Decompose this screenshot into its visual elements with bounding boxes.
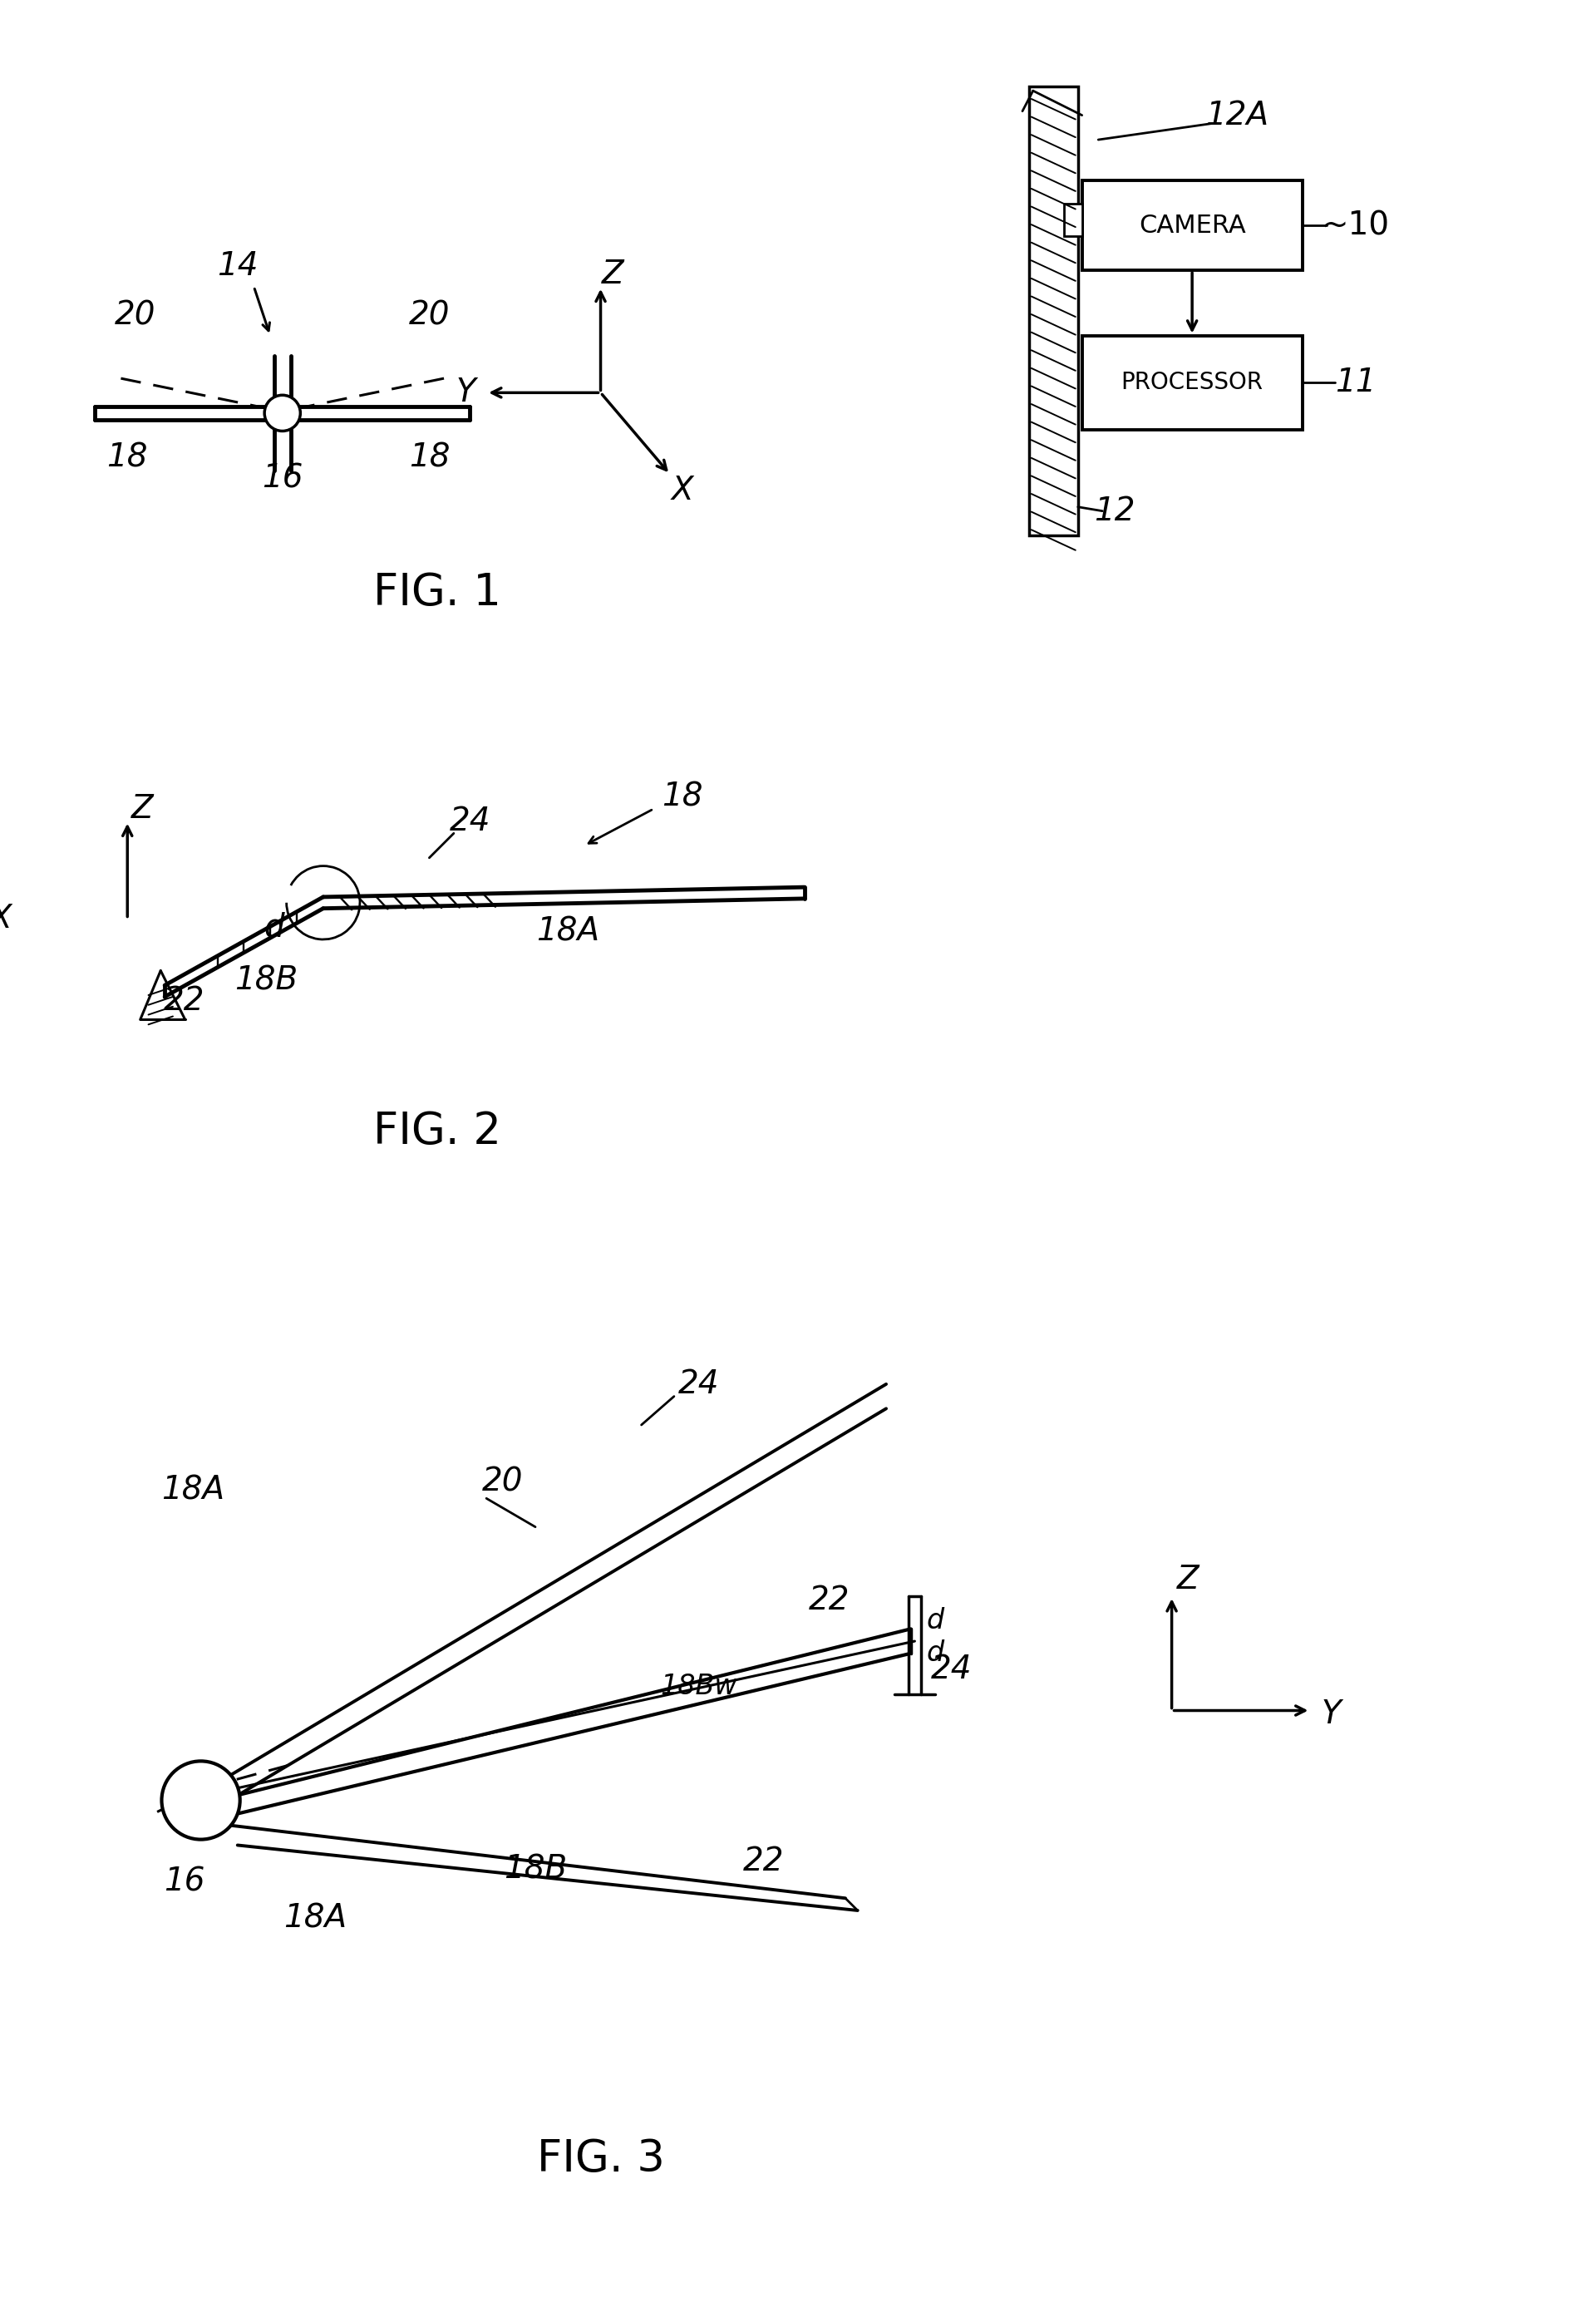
Bar [1065,204,1082,236]
Text: 18: 18 [409,443,450,473]
Text: X: X [672,475,693,507]
Circle shape [161,1761,239,1840]
Text: 18A: 18A [161,1474,225,1506]
Text: 18: 18 [107,443,148,473]
Text: FIG. 2: FIG. 2 [373,1110,501,1154]
Text: PROCESSOR: PROCESSOR [1120,371,1262,394]
Text: CAMERA: CAMERA [1138,213,1245,236]
Text: Z: Z [131,792,153,825]
Text: d: d [926,1640,943,1668]
Text: 22: 22 [744,1847,784,1877]
Text: d: d [926,1608,943,1633]
Text: 18B: 18B [504,1854,567,1886]
Text: Y: Y [1321,1698,1341,1731]
Text: 18A: 18A [284,1902,346,1935]
Text: 18A: 18A [536,915,600,948]
Text: d: d [263,911,284,943]
Text: 14: 14 [217,250,259,283]
Text: 20: 20 [482,1467,523,1497]
Text: 20: 20 [409,299,450,331]
Text: Y: Y [456,378,476,408]
Text: 12: 12 [1093,496,1135,526]
Bar [1029,86,1077,535]
Text: 18Bw: 18Bw [661,1673,737,1701]
Text: 22: 22 [809,1585,849,1617]
Text: 24: 24 [450,806,490,836]
Text: FIG. 1: FIG. 1 [373,570,501,614]
Bar [1082,181,1302,271]
Bar [1082,336,1302,429]
Text: Z: Z [602,260,624,290]
Text: ~10: ~10 [1321,209,1390,241]
Text: 16: 16 [164,1865,204,1898]
Text: 11: 11 [1334,366,1376,399]
Text: 22: 22 [164,985,204,1017]
Text: 18B: 18B [235,964,298,996]
Text: X: X [0,904,13,934]
Text: FIG. 3: FIG. 3 [536,2139,664,2180]
Text: 12A: 12A [1205,100,1269,132]
Text: 18: 18 [662,781,702,813]
Text: 16: 16 [262,463,303,494]
Circle shape [265,396,300,431]
Text: 24: 24 [930,1654,972,1684]
Text: Z: Z [1176,1564,1199,1596]
Text: 24: 24 [678,1369,720,1399]
Text: 20: 20 [115,299,156,331]
